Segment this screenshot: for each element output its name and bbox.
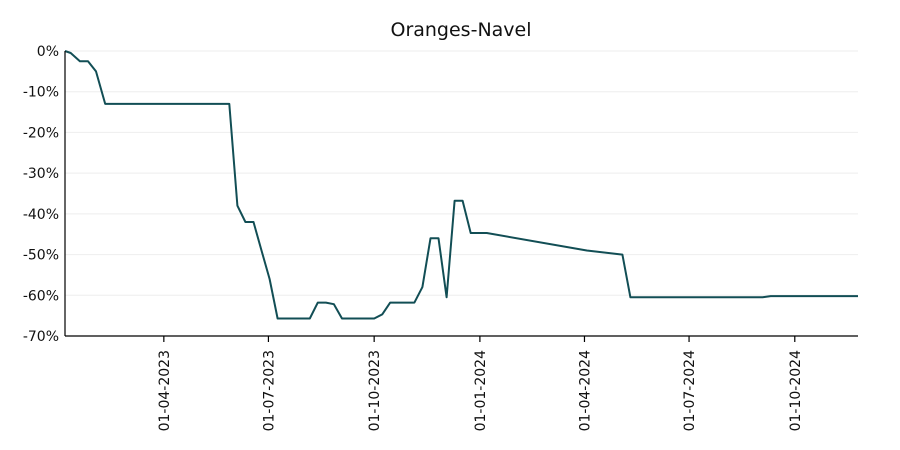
x-tick-label: 01-04-2023 bbox=[157, 350, 173, 431]
x-tick-label: 01-01-2024 bbox=[473, 350, 489, 431]
y-tick-label: -60% bbox=[23, 288, 59, 304]
x-tick-label: 01-10-2023 bbox=[367, 350, 383, 431]
series-layer bbox=[64, 50, 858, 320]
y-axis: 0% -10% -20% -30% -40% -50% -60% -70% bbox=[23, 44, 59, 345]
x-tick-label: 01-04-2024 bbox=[577, 350, 593, 431]
grid-layer bbox=[65, 50, 858, 296]
y-tick-label: -20% bbox=[23, 125, 59, 141]
axes-layer bbox=[64, 51, 858, 337]
y-tick-label: 0% bbox=[37, 44, 59, 60]
series-line bbox=[64, 50, 858, 320]
y-tick-label: -50% bbox=[23, 248, 59, 264]
x-axis: 01-04-2023 01-07-2023 01-10-2023 01-01-2024… bbox=[157, 336, 804, 431]
x-tick-label: 01-07-2024 bbox=[682, 350, 698, 431]
y-tick-label: -70% bbox=[23, 329, 59, 345]
y-tick-label: -10% bbox=[23, 85, 59, 101]
x-tick-label: 01-07-2023 bbox=[261, 350, 277, 431]
x-tick-label: 01-10-2024 bbox=[788, 350, 804, 431]
y-tick-label: -30% bbox=[23, 166, 59, 182]
chart-title: Oranges-Navel bbox=[390, 19, 531, 41]
y-tick-label: -40% bbox=[23, 207, 59, 223]
